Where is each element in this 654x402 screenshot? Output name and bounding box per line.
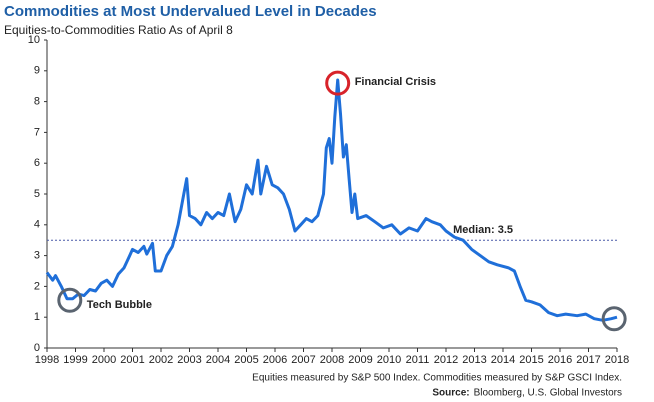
median-label: Median: 3.5 (453, 224, 513, 236)
y-tick-label: 0 (34, 342, 40, 354)
x-tick-label: 2017 (576, 354, 600, 366)
x-tick-label: 2015 (519, 354, 543, 366)
annotation-circle (325, 70, 351, 96)
x-tick-label: 2000 (92, 354, 116, 366)
chart-title: Commodities at Most Undervalued Level in… (4, 3, 377, 20)
x-tick-label: 1998 (35, 354, 59, 366)
y-tick-label: 1 (34, 311, 40, 323)
chart-subtitle: Equities-to-Commodities Ratio As of Apri… (4, 23, 233, 37)
annotation-label: Financial Crisis (355, 76, 436, 88)
y-tick-label: 3 (34, 250, 40, 262)
x-tick-label: 2002 (149, 354, 173, 366)
footnote: Equities measured by S&P 500 Index. Comm… (252, 373, 622, 384)
source-label: Source: (432, 388, 469, 399)
y-tick-label: 8 (34, 96, 40, 108)
x-tick-label: 2018 (605, 354, 629, 366)
x-tick-label: 2011 (406, 354, 430, 366)
y-tick-label: 5 (34, 188, 40, 200)
annotation-label: Tech Bubble (87, 299, 152, 311)
x-tick-label: 2005 (234, 354, 258, 366)
y-tick-label: 6 (34, 157, 40, 169)
x-tick-label: 2016 (548, 354, 572, 366)
x-tick-label: 1999 (63, 354, 87, 366)
x-tick-label: 2007 (291, 354, 315, 366)
source: Bloomberg, U.S. Global Investors (474, 388, 622, 399)
annotation-circle (57, 287, 83, 313)
y-tick-label: 4 (34, 219, 40, 231)
data-line (45, 78, 618, 322)
x-tick-label: 2009 (348, 354, 372, 366)
x-tick-label: 2014 (491, 354, 515, 366)
y-tick-label: 9 (34, 65, 40, 77)
x-tick-label: 2001 (120, 354, 144, 366)
y-tick-label: 7 (34, 126, 40, 138)
x-tick-label: 2004 (206, 354, 230, 366)
y-tick-label: 10 (28, 34, 40, 46)
x-tick-label: 2006 (263, 354, 287, 366)
x-tick-label: 2012 (434, 354, 458, 366)
x-tick-label: 2003 (177, 354, 201, 366)
x-tick-label: 2010 (377, 354, 401, 366)
y-tick-label: 2 (34, 280, 40, 292)
annotation-circle (601, 306, 627, 332)
x-tick-label: 2008 (320, 354, 344, 366)
x-tick-label: 2013 (462, 354, 486, 366)
